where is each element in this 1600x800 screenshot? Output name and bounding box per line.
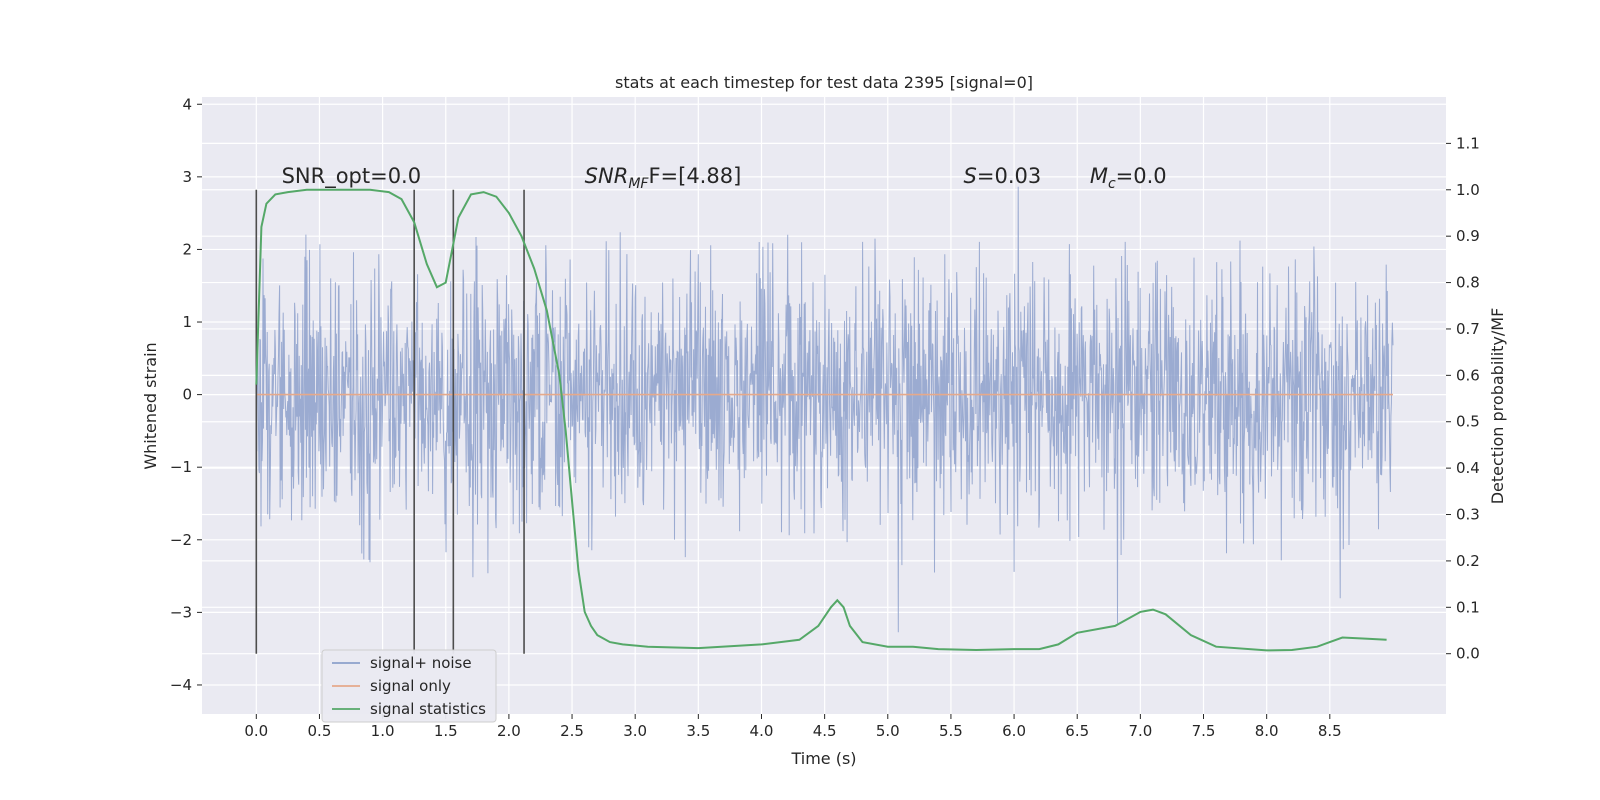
y-tick-label-8: −4 <box>170 676 192 694</box>
x-tick-label-0: 0.0 <box>244 722 268 740</box>
legend-label-signal-statistics: signal statistics <box>370 700 486 718</box>
annotation-s-value: =0.03 <box>977 164 1041 188</box>
x-tick-label-15: 7.5 <box>1192 722 1216 740</box>
ticks: 0.0 0.5 1.0 1.5 2.0 2.5 3.0 3.5 4.0 4.5 5.0 5.5 6.0 6… <box>170 95 1480 740</box>
legend-label-signal-plus-noise: signal+ noise <box>370 654 472 672</box>
x-tick-label-12: 6.0 <box>1002 722 1026 740</box>
y2-tick-label-10: 0.1 <box>1456 598 1480 616</box>
x-tick-label-14: 7.0 <box>1128 722 1152 740</box>
x-tick-label-1: 0.5 <box>308 722 332 740</box>
annotation-mc-value: =0.0 <box>1116 164 1167 188</box>
annotations: SNR_opt=0.0 SNRMFF=[4.88] S=0.03 Mc=0.0 <box>282 164 1167 192</box>
y2-tick-label-2: 0.9 <box>1456 227 1480 245</box>
y-tick-label-7: −3 <box>170 603 192 621</box>
annotation-s: S=0.03 <box>964 164 1042 188</box>
annotation-mc-symbol: M <box>1090 164 1108 188</box>
annotation-s-symbol: S <box>964 164 977 188</box>
y2-tick-label-5: 0.6 <box>1456 366 1480 384</box>
x-tick-label-9: 4.5 <box>813 722 837 740</box>
annotation-snr_mf-subscript: MF <box>628 176 649 192</box>
annotation-mc-subscript: c <box>1108 176 1116 192</box>
y2-axis-label: Detection probability/MF <box>1488 308 1507 505</box>
annotation-snr_opt: SNR_opt=0.0 <box>282 164 422 189</box>
x-tick-label-16: 8.0 <box>1255 722 1279 740</box>
y-tick-label-1: 3 <box>182 168 192 186</box>
series-signal-plus-noise <box>255 186 1394 633</box>
legend: signal+ noise signal only signal statist… <box>321 649 497 723</box>
y2-tick-label-7: 0.4 <box>1456 459 1480 477</box>
series-signal-statistics <box>255 188 1387 652</box>
y2-tick-label-6: 0.5 <box>1456 413 1480 431</box>
y-tick-label-5: −1 <box>170 458 192 476</box>
annotation-snr_mf-symbol: SNR <box>585 164 629 188</box>
y-tick-label-2: 2 <box>182 240 192 258</box>
x-tick-label-13: 6.5 <box>1065 722 1089 740</box>
y-axis-label: Whitened strain <box>141 342 160 469</box>
annotation-snr_mf: SNRMFF=[4.88] <box>585 164 742 192</box>
x-tick-label-5: 2.5 <box>560 722 584 740</box>
noise-line <box>255 186 1394 633</box>
x-tick-label-10: 5.0 <box>876 722 900 740</box>
x-tick-label-4: 2.0 <box>497 722 521 740</box>
x-tick-label-2: 1.0 <box>371 722 395 740</box>
annotation-mc: Mc=0.0 <box>1090 164 1167 192</box>
vertical-markers <box>255 189 525 654</box>
x-tick-label-17: 8.5 <box>1318 722 1342 740</box>
x-tick-label-3: 1.5 <box>434 722 458 740</box>
y2-tick-label-11: 0.0 <box>1456 645 1480 663</box>
statistics-line <box>255 188 1387 652</box>
y2-tick-label-1: 1.0 <box>1456 181 1480 199</box>
x-tick-label-11: 5.5 <box>939 722 963 740</box>
y2-tick-label-8: 0.3 <box>1456 506 1480 524</box>
y-tick-label-4: 0 <box>182 386 192 404</box>
y-tick-label-0: 4 <box>182 95 192 113</box>
x-tick-label-7: 3.5 <box>686 722 710 740</box>
x-tick-label-6: 3.0 <box>623 722 647 740</box>
y-tick-label-3: 1 <box>182 313 192 331</box>
y2-tick-label-3: 0.8 <box>1456 274 1480 292</box>
x-tick-label-8: 4.0 <box>750 722 774 740</box>
legend-label-signal-only: signal only <box>370 677 451 695</box>
annotation-snr_mf-value: F=[4.88] <box>648 164 741 188</box>
y2-tick-label-0: 1.1 <box>1456 134 1480 152</box>
y2-tick-label-4: 0.7 <box>1456 320 1480 338</box>
y-tick-label-6: −2 <box>170 531 192 549</box>
y2-tick-label-9: 0.2 <box>1456 552 1480 570</box>
chart-title: stats at each timestep for test data 239… <box>615 73 1033 92</box>
legend-box <box>321 649 497 723</box>
x-axis-label: Time (s) <box>790 749 856 768</box>
